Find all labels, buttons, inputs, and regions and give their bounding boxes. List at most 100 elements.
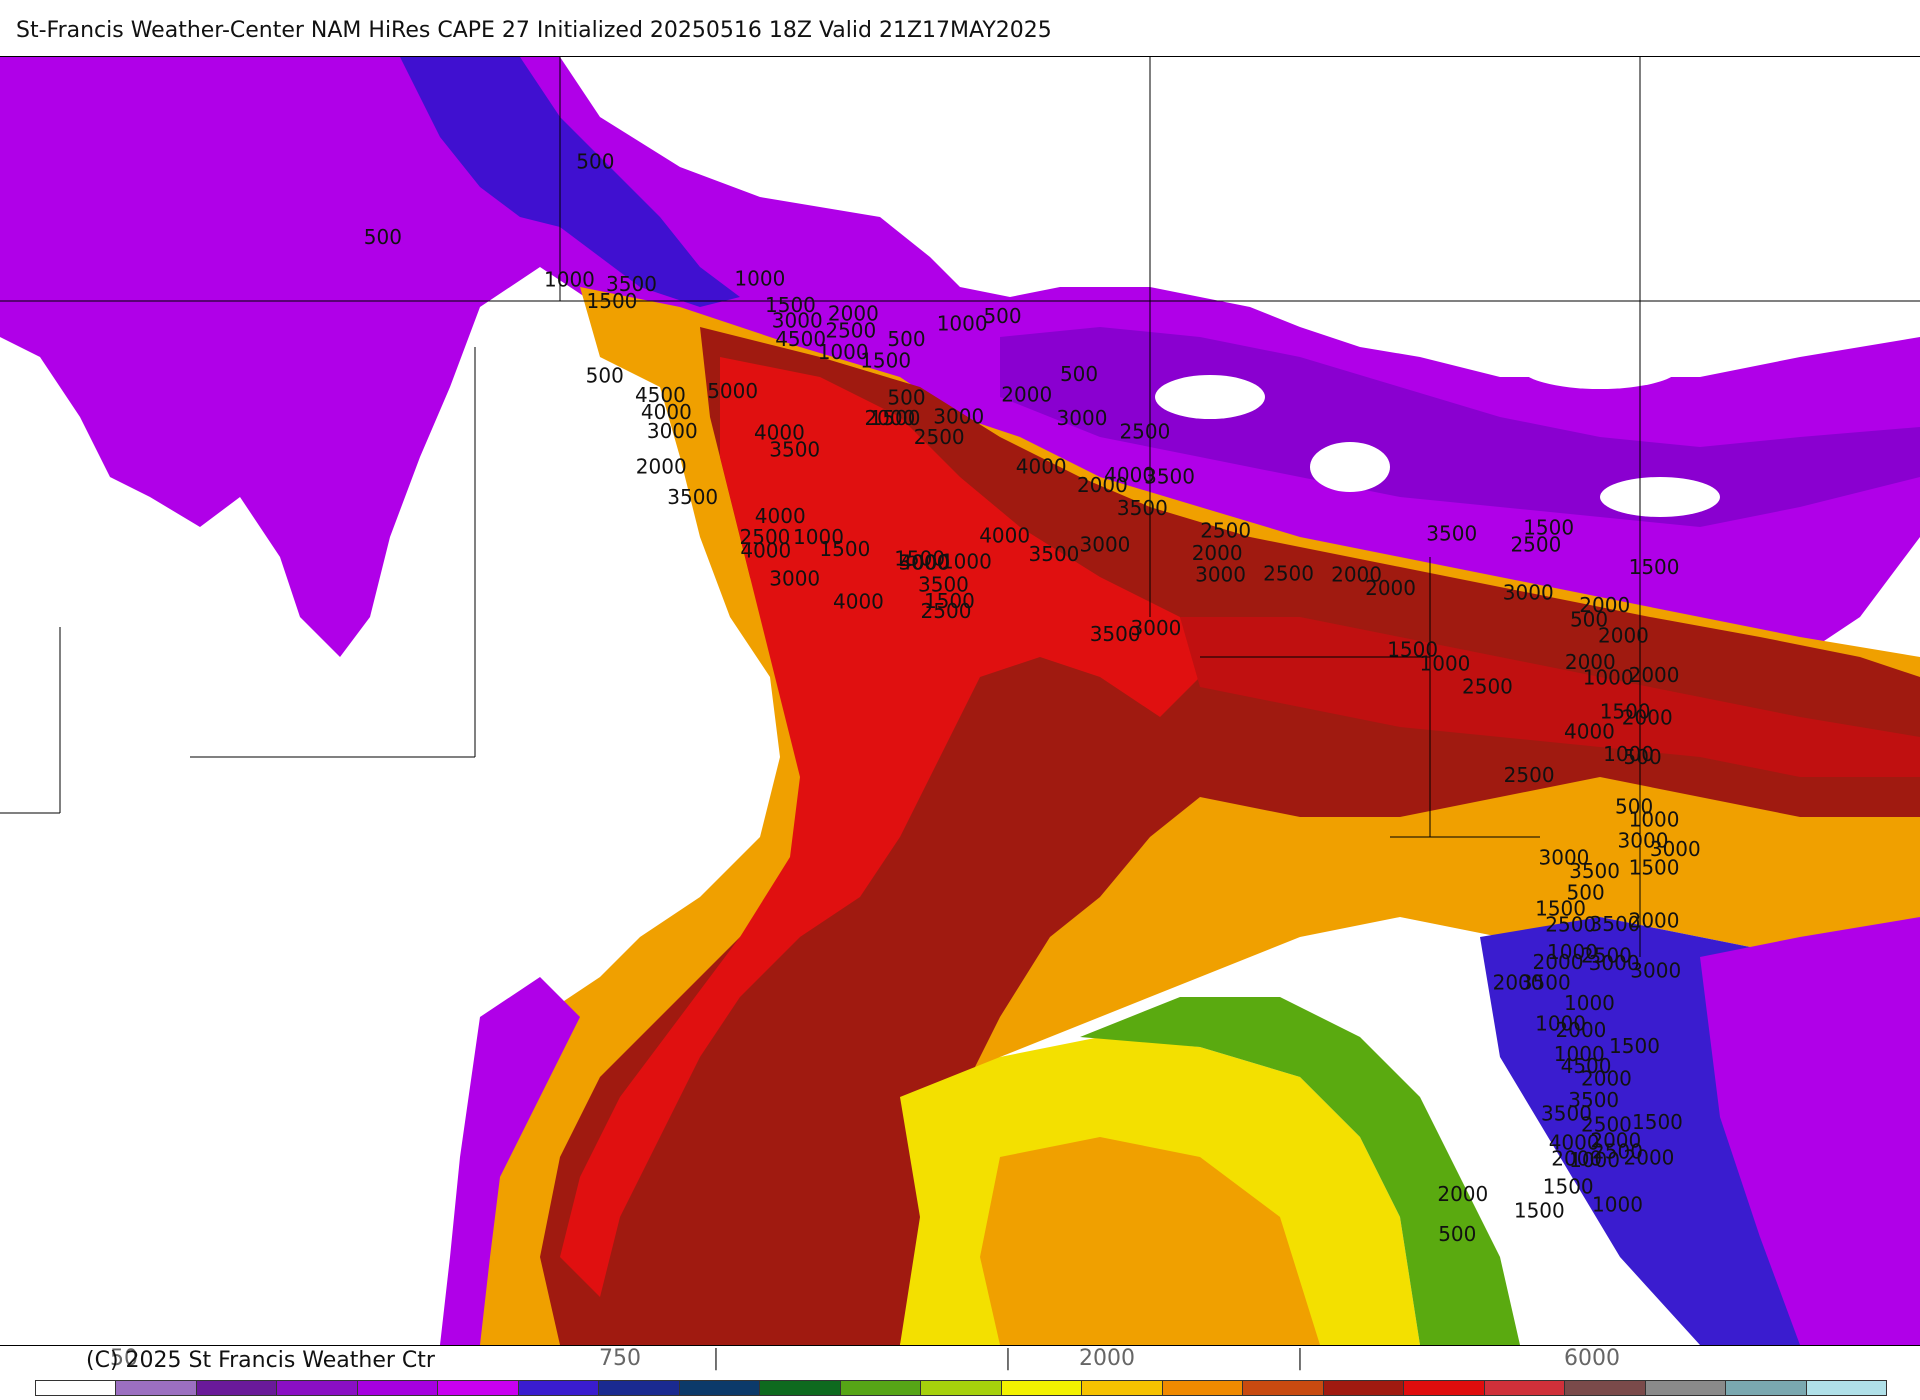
- contour-label: 2000: [1365, 576, 1416, 600]
- contour-label: 3000: [898, 551, 949, 575]
- contour-label: 2000: [1629, 663, 1680, 687]
- scale-tick-label: 2000: [1079, 1346, 1135, 1371]
- contour-label: 500: [1438, 1222, 1476, 1246]
- color-swatch: [438, 1381, 519, 1395]
- contour-label: 1000: [1564, 991, 1615, 1015]
- contour-label: 500: [586, 364, 624, 388]
- contour-label: 3000: [769, 567, 820, 591]
- scale-tick-label: 750: [599, 1346, 641, 1371]
- contour-label: 1000: [1569, 1148, 1620, 1172]
- cape-map: 500 500 1000 3500 1500 1000 1500 2000 3000 2500 45…: [0, 56, 1920, 1346]
- contour-label: 3000: [1195, 562, 1246, 586]
- contour-label: 1500: [870, 406, 921, 430]
- region-southeast-purple: [1700, 917, 1920, 1345]
- contour-label: 500: [983, 304, 1021, 328]
- color-swatch: [1243, 1381, 1324, 1395]
- contour-label: 3000: [1131, 616, 1182, 640]
- contour-label: 1000: [1554, 1042, 1605, 1066]
- contour-label: 2000: [1624, 1146, 1675, 1170]
- contour-label: 3500: [1029, 542, 1080, 566]
- color-swatch: [1404, 1381, 1485, 1395]
- contour-label: 1000: [1420, 652, 1471, 676]
- color-swatch: [1806, 1381, 1887, 1395]
- contour-label: 1000: [937, 312, 988, 336]
- contour-label: 2000: [1556, 1018, 1607, 1042]
- color-scale-bar: [35, 1380, 1887, 1396]
- contour-label: 1500: [1629, 555, 1680, 579]
- contour-label: 1500: [765, 293, 816, 317]
- contour-label: 2500: [1263, 562, 1314, 586]
- contour-label: 4000: [740, 539, 791, 563]
- contour-label: 2500: [1510, 533, 1561, 557]
- state-boundaries: [0, 57, 1920, 957]
- color-swatch: [36, 1381, 117, 1395]
- scale-tick-label: 6000: [1564, 1346, 1620, 1371]
- color-swatch: [599, 1381, 680, 1395]
- contour-label: 3500: [1590, 912, 1641, 936]
- contour-label: 3000: [772, 308, 823, 332]
- contour-label: 1000: [818, 340, 869, 364]
- contour-label: 4500: [775, 327, 826, 351]
- contour-label: 3000: [647, 419, 698, 443]
- contour-label: 2000: [1622, 705, 1673, 729]
- scale-tick-label: 50: [110, 1346, 138, 1371]
- contour-label: 500: [364, 225, 402, 249]
- contour-label: 1000: [793, 525, 844, 549]
- contour-label: 1500: [1387, 637, 1438, 661]
- contour-label: 500: [576, 149, 614, 173]
- contour-label: 1500: [587, 289, 638, 313]
- copyright-text: (C) 2025 St Francis Weather Ctr: [86, 1348, 435, 1373]
- contour-label: 1500: [1523, 516, 1574, 540]
- color-swatch: [1082, 1381, 1163, 1395]
- region-northwest-blue: [400, 57, 740, 307]
- contour-label: 2000: [1192, 541, 1243, 565]
- contour-label: 2500: [1200, 518, 1251, 542]
- contour-label: 1500: [1514, 1198, 1565, 1222]
- color-swatch: [116, 1381, 197, 1395]
- contour-label: 1000: [1547, 940, 1598, 964]
- contour-label: 1000: [1592, 1192, 1643, 1216]
- contour-label: 1000: [941, 550, 992, 574]
- contour-label: 1500: [1535, 897, 1586, 921]
- contour-label: 2500: [1504, 763, 1555, 787]
- color-swatch: [196, 1381, 278, 1395]
- contour-label: 2000: [864, 406, 915, 430]
- contour-label: 4000: [754, 421, 805, 445]
- contour-label: 4500: [635, 383, 686, 407]
- contour-label: 1500: [1543, 1174, 1594, 1198]
- color-swatch: [760, 1381, 841, 1395]
- contour-label: 2500: [825, 319, 876, 343]
- contour-label: 4500: [1561, 1054, 1612, 1078]
- color-swatch: [1323, 1381, 1405, 1395]
- contour-label: 2500: [1592, 1140, 1643, 1164]
- contour-label: 2000: [1629, 908, 1680, 932]
- contour-label: 3500: [918, 573, 969, 597]
- contour-label: 1500: [894, 546, 945, 570]
- contour-label: 3500: [769, 438, 820, 462]
- color-swatch: [277, 1381, 358, 1395]
- contour-label: 3000: [933, 404, 984, 428]
- contour-label: 1000: [734, 267, 785, 291]
- contour-label: 3000: [1589, 951, 1640, 975]
- contour-label: 3500: [1520, 970, 1571, 994]
- contour-label: 1000: [1629, 807, 1680, 831]
- contour-label: 1000: [1535, 1011, 1586, 1035]
- contour-label: 2000: [1077, 473, 1128, 497]
- contour-label: 2000: [636, 455, 687, 479]
- region-main-red: [560, 357, 1200, 1297]
- contour-label: 2000: [1551, 1146, 1602, 1170]
- contour-label: 3500: [1568, 1088, 1619, 1112]
- color-swatch: [1645, 1381, 1727, 1395]
- color-swatch: [840, 1381, 922, 1395]
- color-swatch: [1565, 1381, 1646, 1395]
- contour-label: 4000: [899, 551, 950, 575]
- contour-label: 4000: [1104, 463, 1155, 487]
- contour-label: 4000: [979, 523, 1030, 547]
- contour-label: 4000: [1549, 1130, 1600, 1154]
- clear-hole-4: [1600, 477, 1720, 517]
- contour-label: 1500: [924, 589, 975, 613]
- color-swatch: [921, 1381, 1002, 1395]
- contour-label: 3500: [1569, 859, 1620, 883]
